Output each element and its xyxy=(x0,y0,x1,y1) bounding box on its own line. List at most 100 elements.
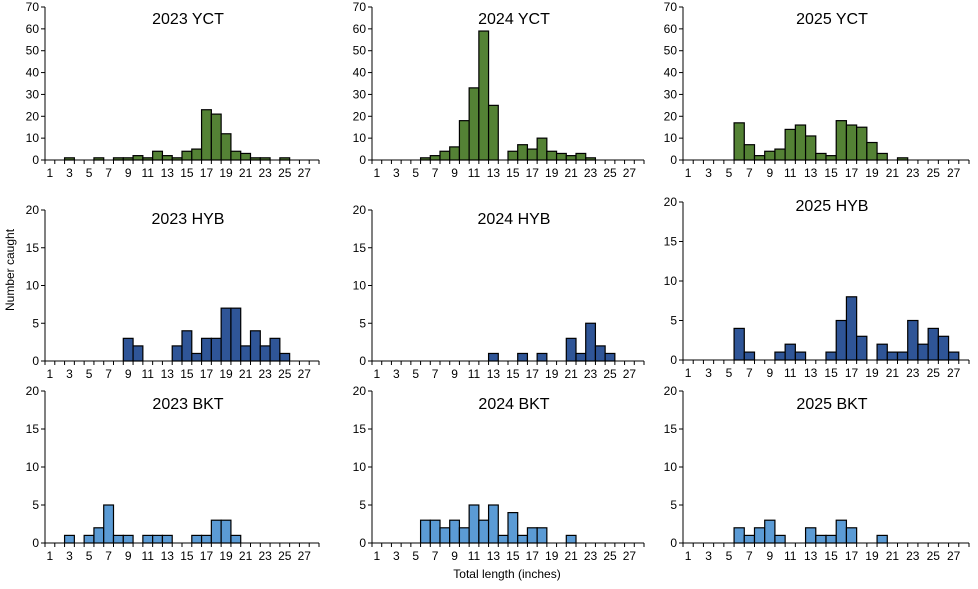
x-tick-label: 5 xyxy=(412,367,419,381)
x-tick-label: 9 xyxy=(125,549,132,563)
y-tick-label: 60 xyxy=(664,22,678,36)
x-tick-label: 1 xyxy=(47,549,54,563)
x-tick-label: 7 xyxy=(746,366,753,380)
bar xyxy=(191,352,203,362)
x-tick-label: 7 xyxy=(105,367,112,381)
x-tick-label: 1 xyxy=(685,166,692,180)
bar xyxy=(507,511,519,544)
x-tick-label: 3 xyxy=(705,166,712,180)
x-tick-label: 27 xyxy=(947,366,961,380)
bar xyxy=(487,104,499,161)
x-tick-label: 27 xyxy=(298,367,312,381)
x-tick-label: 1 xyxy=(374,367,381,381)
bar xyxy=(565,534,577,544)
bar xyxy=(555,152,567,161)
x-tick-label: 7 xyxy=(746,166,753,180)
bar xyxy=(546,150,558,161)
bar xyxy=(468,87,480,161)
bar xyxy=(181,330,193,362)
bar xyxy=(200,534,212,544)
y-tick-label: 60 xyxy=(26,22,40,36)
bar xyxy=(478,30,490,161)
bar xyxy=(497,534,509,544)
y-tick-label: 15 xyxy=(353,241,367,255)
x-tick-label: 7 xyxy=(432,166,439,180)
x-tick-label: 1 xyxy=(374,549,381,563)
x-tick-label: 27 xyxy=(298,166,312,180)
panel-title: 2023 BKT xyxy=(152,396,223,413)
bar xyxy=(122,337,134,362)
bar xyxy=(230,307,242,362)
bar xyxy=(429,155,441,161)
x-tick-label: 13 xyxy=(487,166,501,180)
x-tick-label: 23 xyxy=(584,166,598,180)
bar xyxy=(191,534,203,544)
x-tick-label: 13 xyxy=(161,367,175,381)
x-tick-label: 21 xyxy=(239,367,253,381)
bar xyxy=(743,534,756,544)
y-tick-label: 20 xyxy=(353,109,367,123)
y-tick-label: 5 xyxy=(359,498,366,512)
y-tick-label: 10 xyxy=(664,460,678,474)
x-tick-label: 9 xyxy=(766,166,773,180)
x-tick-label: 19 xyxy=(545,367,559,381)
x-tick-label: 21 xyxy=(886,366,900,380)
x-tick-label: 9 xyxy=(451,549,458,563)
x-tick-label: 1 xyxy=(47,367,54,381)
bar xyxy=(517,534,529,544)
bar xyxy=(774,148,786,161)
x-tick-label: 17 xyxy=(200,166,214,180)
x-tick-label: 3 xyxy=(393,166,400,180)
x-tick-label: 15 xyxy=(506,367,520,381)
y-tick-label: 15 xyxy=(26,241,40,255)
x-tick-label: 25 xyxy=(603,367,617,381)
x-tick-label: 15 xyxy=(824,366,838,380)
bar xyxy=(845,296,858,361)
y-tick-label: 70 xyxy=(353,0,367,14)
x-tick-label: 17 xyxy=(200,549,214,563)
y-axis-label: Number caught xyxy=(3,228,17,311)
y-tick-label: 0 xyxy=(670,536,677,550)
bar xyxy=(152,150,164,161)
x-axis-label: Total length (inches) xyxy=(453,567,560,581)
bar xyxy=(458,527,470,544)
bar xyxy=(764,519,776,544)
x-tick-label: 27 xyxy=(623,166,637,180)
bar xyxy=(449,519,461,544)
y-tick-label: 0 xyxy=(670,353,677,367)
x-tick-label: 23 xyxy=(259,549,273,563)
y-tick-label: 15 xyxy=(664,422,678,436)
bar xyxy=(507,150,519,161)
x-tick-label: 23 xyxy=(906,549,920,563)
bar xyxy=(478,519,490,544)
x-tick-label: 9 xyxy=(451,166,458,180)
bar xyxy=(240,345,252,362)
x-tick-label: 3 xyxy=(705,549,712,563)
bar xyxy=(825,534,837,544)
bar xyxy=(825,155,837,161)
y-tick-label: 20 xyxy=(664,195,678,209)
bar xyxy=(815,152,827,161)
bar xyxy=(733,527,745,544)
x-tick-label: 13 xyxy=(804,166,818,180)
bar xyxy=(536,137,548,161)
x-tick-label: 27 xyxy=(298,549,312,563)
bar xyxy=(259,345,271,362)
bar xyxy=(230,534,242,544)
y-tick-label: 20 xyxy=(353,203,367,217)
x-tick-label: 15 xyxy=(824,549,838,563)
x-tick-label: 17 xyxy=(526,549,540,563)
bar xyxy=(132,155,144,161)
x-tick-label: 5 xyxy=(86,549,93,563)
y-tick-label: 15 xyxy=(26,422,40,436)
x-tick-label: 7 xyxy=(432,367,439,381)
y-tick-label: 30 xyxy=(353,87,367,101)
x-tick-label: 9 xyxy=(766,366,773,380)
bar xyxy=(103,504,115,544)
x-tick-label: 17 xyxy=(526,166,540,180)
x-tick-label: 7 xyxy=(746,549,753,563)
bar xyxy=(171,345,183,362)
bar xyxy=(856,126,868,161)
